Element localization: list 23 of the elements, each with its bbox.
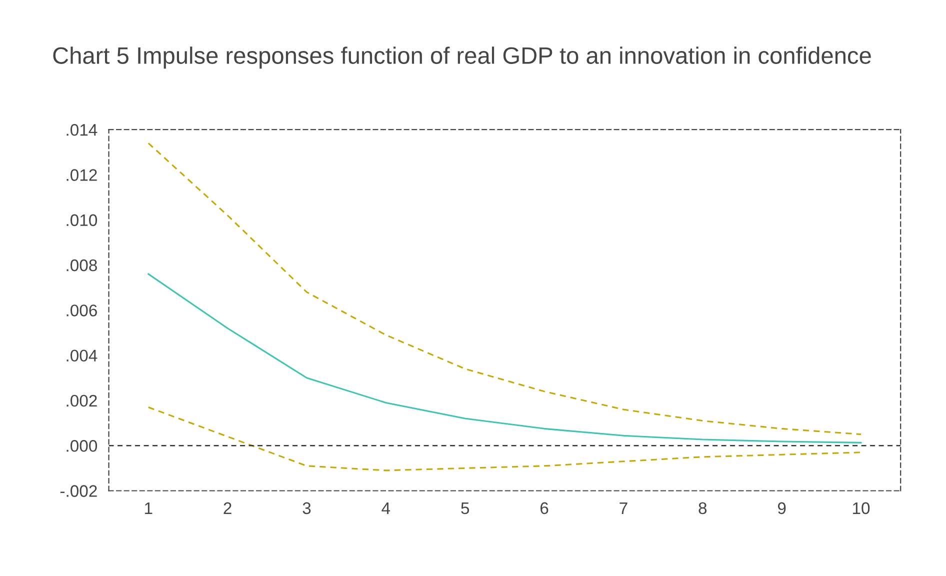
line-series	[148, 142, 862, 436]
x-tick-label: 9	[778, 502, 786, 514]
chart-title: Chart 5 Impulse responses function of real GDP to an innovation in confidence	[53, 46, 871, 69]
y-tick-label: .000	[66, 440, 98, 452]
x-tick-label: 3	[302, 502, 311, 514]
x-tick-label: 5	[461, 502, 470, 514]
x-tick-label: 4	[382, 502, 390, 514]
y-tick-label: .004	[66, 350, 98, 362]
x-tick-label: 1	[145, 502, 152, 514]
y-tick-label: .014	[66, 124, 98, 136]
y-tick-label: -.002	[60, 485, 97, 497]
x-tick-label: 8	[698, 502, 707, 514]
y-tick-label: .002	[66, 394, 97, 407]
y-tick-label: .006	[66, 304, 97, 316]
x-tick-label: 6	[540, 502, 548, 514]
line-series	[148, 273, 862, 444]
x-tick-label: 10	[853, 502, 870, 514]
line-series	[148, 406, 862, 472]
x-tick-label: 2	[224, 502, 232, 514]
x-tick-label: 7	[620, 502, 628, 514]
y-tick-label: .012	[66, 169, 97, 181]
y-tick-label: .008	[66, 259, 97, 272]
y-tick-label: .010	[66, 214, 98, 226]
